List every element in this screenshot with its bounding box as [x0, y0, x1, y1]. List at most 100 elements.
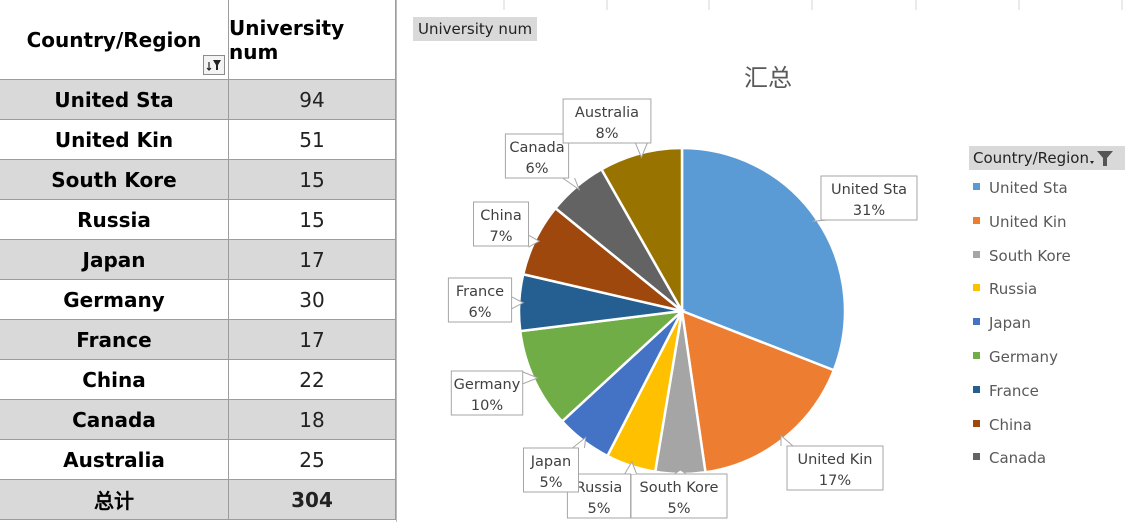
cell-country[interactable]: Canada	[0, 400, 229, 440]
legend-item[interactable]: United Sta	[973, 178, 1068, 198]
cell-university-num[interactable]: 17	[229, 240, 396, 280]
chart-title: 汇总	[744, 64, 792, 92]
table-row[interactable]: France 17	[0, 320, 396, 360]
callout-category: Australia	[575, 105, 639, 121]
cell-university-num[interactable]: 94	[229, 80, 396, 120]
legend-item[interactable]: China	[973, 415, 1032, 435]
legend-item[interactable]: Germany	[973, 347, 1058, 367]
table-row[interactable]: United Kin 51	[0, 120, 396, 160]
callout-percent: 5%	[667, 501, 690, 517]
callout-box	[473, 201, 529, 247]
pivot-chart[interactable]: University num United Sta 31% United Kin 17…	[396, 0, 1141, 522]
cell-university-num[interactable]: 22	[229, 360, 396, 400]
cell-total-label[interactable]: 总计	[0, 480, 229, 520]
cell-country[interactable]: South Kore	[0, 160, 229, 200]
callout-category: Germany	[454, 377, 521, 393]
country-label: United Sta	[54, 87, 174, 112]
pie-slice-united-sta[interactable]	[680, 146, 847, 372]
cell-university-num[interactable]: 25	[229, 440, 396, 480]
callout-category: Japan	[530, 454, 571, 470]
total-label: 总计	[94, 489, 134, 513]
table-row[interactable]: Russia 15	[0, 200, 396, 240]
cell-country[interactable]: United Sta	[0, 80, 229, 120]
callout-percent: 5%	[587, 501, 610, 517]
cell-country[interactable]: China	[0, 360, 229, 400]
callout-percent: 17%	[819, 473, 851, 489]
cell-university-num[interactable]: 51	[229, 120, 396, 160]
callout-leader	[780, 434, 794, 447]
cell-total-value[interactable]: 304	[229, 480, 396, 520]
cell-country[interactable]: Australia	[0, 440, 229, 480]
table-row[interactable]: China 22	[0, 360, 396, 400]
legend-field-button[interactable]: Country/Region	[969, 146, 1125, 170]
country-label: Canada	[72, 407, 156, 432]
cell-university-num[interactable]: 18	[229, 400, 396, 440]
legend-label: Japan	[989, 314, 1031, 333]
data-label-callout[interactable]: United Sta 31%	[811, 175, 918, 222]
data-label-callout[interactable]: China 7%	[473, 201, 541, 248]
cell-country[interactable]: Germany	[0, 280, 229, 320]
country-label: France	[76, 327, 152, 352]
legend-item[interactable]: South Kore	[973, 246, 1071, 266]
legend-swatch	[973, 453, 980, 461]
cell-country[interactable]: United Kin	[0, 120, 229, 160]
legend-swatch	[973, 419, 980, 427]
cell-university-num[interactable]: 15	[229, 160, 396, 200]
callout-category: United Kin	[798, 452, 873, 468]
cell-country[interactable]: France	[0, 320, 229, 360]
data-label-callout[interactable]: Canada 6%	[504, 133, 581, 192]
university-num-value: 30	[299, 287, 325, 312]
table-row[interactable]: South Kore 15	[0, 160, 396, 200]
callout-leader	[562, 177, 581, 192]
pie-chart: United Sta 31% United Kin 17% South Kore 5% Ru…	[447, 64, 918, 519]
cell-country[interactable]: Russia	[0, 200, 229, 240]
callout-percent: 7%	[489, 229, 512, 245]
callout-box	[562, 98, 652, 144]
legend-label: South Kore	[989, 246, 1071, 265]
data-label-callout[interactable]: Japan 5%	[523, 436, 587, 493]
table-row[interactable]: United Sta 94	[0, 80, 396, 120]
header-num-label: University num	[229, 15, 345, 64]
callout-percent: 5%	[539, 475, 562, 491]
data-label-callout[interactable]: France 6%	[447, 277, 525, 323]
legend-label: United Sta	[989, 179, 1068, 197]
legend-swatch	[973, 250, 980, 258]
legend-item[interactable]: United Kin	[973, 212, 1067, 232]
header-country-region[interactable]: Country/Region	[0, 0, 229, 80]
cell-university-num[interactable]: 15	[229, 200, 396, 240]
country-label: South Kore	[51, 167, 177, 192]
table-total-row[interactable]: 总计 304	[0, 480, 396, 520]
callout-box	[450, 370, 524, 416]
legend-item[interactable]: Canada	[973, 448, 1046, 468]
legend-item[interactable]: Russia	[973, 279, 1037, 299]
cell-university-num[interactable]: 17	[229, 320, 396, 360]
legend-item[interactable]: Japan	[973, 313, 1031, 333]
university-num-value: 94	[299, 87, 325, 112]
table-row[interactable]: Japan 17	[0, 240, 396, 280]
callout-category: Canada	[509, 140, 564, 156]
data-label-callout[interactable]: South Kore 5%	[630, 469, 728, 519]
legend-swatch	[973, 284, 980, 292]
data-label-callout[interactable]: Germany 10%	[450, 370, 540, 416]
country-label: Australia	[63, 447, 165, 472]
country-label: Russia	[77, 207, 151, 232]
legend-label: Germany	[989, 348, 1058, 366]
country-label: Germany	[63, 287, 165, 312]
university-num-value: 15	[299, 207, 325, 232]
table-row[interactable]: Germany 30	[0, 280, 396, 320]
table-row[interactable]: Australia 25	[0, 440, 396, 480]
cell-university-num[interactable]: 30	[229, 280, 396, 320]
table-row[interactable]: Canada 18	[0, 400, 396, 440]
callout-category: United Sta	[831, 182, 907, 198]
legend-label: Russia	[989, 280, 1038, 299]
data-label-callout[interactable]: United Kin 17%	[780, 434, 884, 491]
data-label-callout[interactable]: Australia 8%	[562, 98, 652, 159]
callout-category: France	[456, 284, 504, 300]
callout-leader	[674, 469, 687, 475]
header-university-num[interactable]: University num	[229, 0, 396, 80]
legend-filter-icon	[1090, 151, 1113, 166]
legend-item[interactable]: France	[973, 381, 1039, 401]
cell-country[interactable]: Japan	[0, 240, 229, 280]
pivot-field-button[interactable]: University num	[413, 17, 538, 41]
filter-dropdown-button[interactable]	[203, 55, 225, 75]
